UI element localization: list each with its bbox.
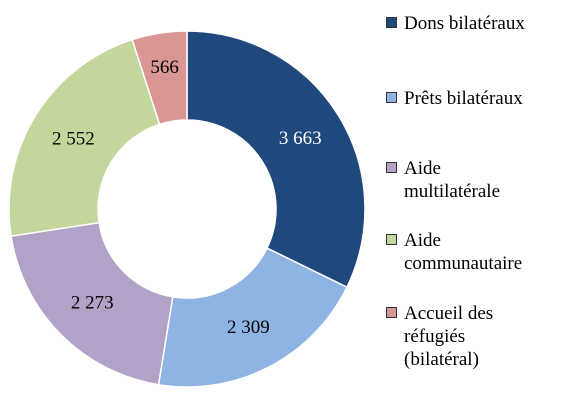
slice-data-label-2: 2 309 [227, 317, 270, 338]
legend-swatch-5 [386, 307, 397, 318]
donut-slice-2 [157, 247, 348, 388]
slice-data-label-3: 2 273 [71, 293, 114, 314]
legend-item-1: Dons bilatéraux [386, 12, 561, 35]
donut-slice-4 [8, 38, 161, 238]
legend-label-2: Prêts bilatéraux [404, 88, 523, 109]
donut-slice-5 [131, 30, 188, 126]
legend-item-2: Prêts bilatéraux [386, 87, 561, 110]
slice-data-label-1: 3 663 [279, 128, 322, 149]
donut-slice-3 [10, 221, 174, 386]
legend-label-5: Accueil des réfugiés (bilatéral) [404, 303, 494, 370]
legend-swatch-1 [386, 17, 397, 28]
slice-data-label-4: 2 552 [52, 128, 95, 149]
legend-label-3: Aide multilatérale [404, 158, 501, 202]
legend-swatch-4 [386, 234, 397, 245]
legend-item-4: Aide communautaire [386, 229, 561, 275]
legend-label-1: Dons bilatéraux [404, 13, 525, 34]
legend-swatch-2 [386, 92, 397, 103]
legend-swatch-3 [386, 162, 397, 173]
slice-data-label-5: 566 [150, 57, 179, 78]
legend-label-4: Aide communautaire [404, 230, 523, 274]
legend-item-3: Aide multilatérale [386, 157, 561, 203]
legend-item-5: Accueil des réfugiés (bilatéral) [386, 302, 561, 371]
donut-slice-1 [186, 30, 366, 289]
